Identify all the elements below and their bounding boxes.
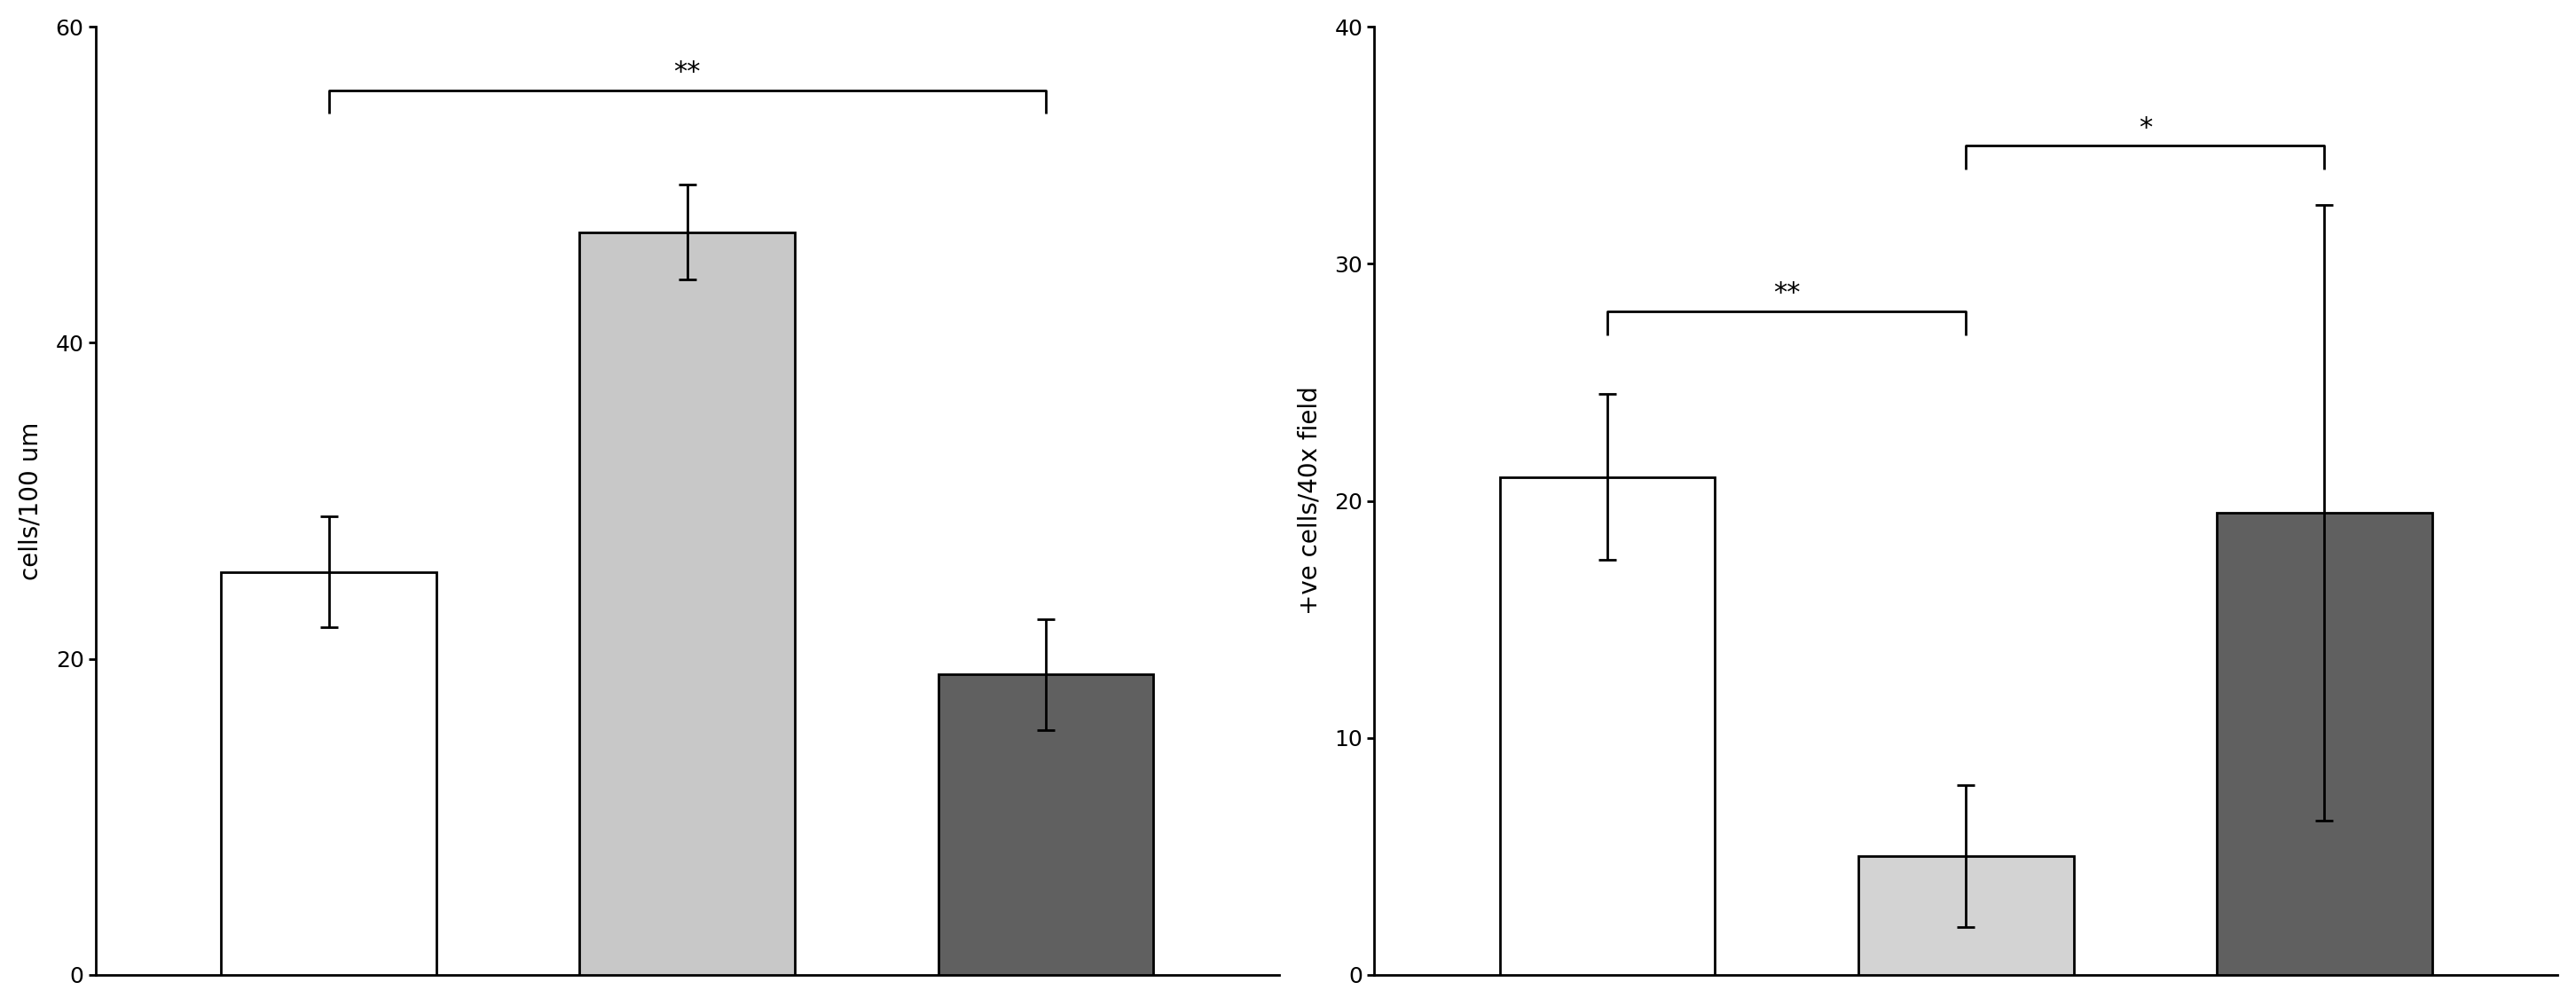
Text: **: ** [1772,281,1801,307]
Bar [222,571,435,975]
Bar [2218,513,2432,975]
Bar [1857,856,2074,975]
Y-axis label: +ve cells/40x field: +ve cells/40x field [1298,386,1321,615]
Bar [1499,477,1716,975]
Y-axis label: cells/100 um: cells/100 um [18,422,44,579]
Text: **: ** [675,59,701,86]
Bar [938,675,1154,975]
Text: *: * [2138,115,2151,141]
Bar [580,232,796,975]
